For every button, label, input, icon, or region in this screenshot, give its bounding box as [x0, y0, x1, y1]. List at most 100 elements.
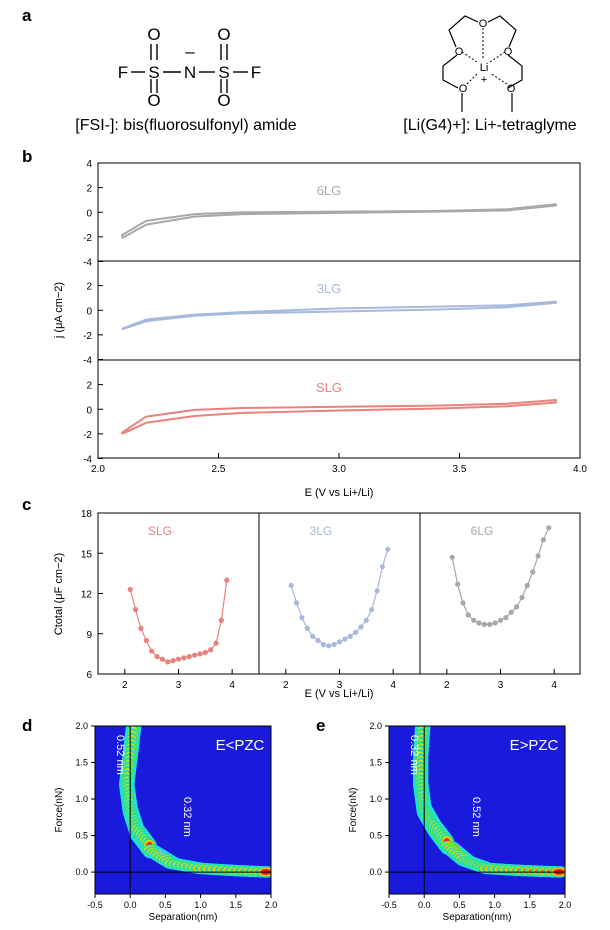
cv-ytick-label: -2	[83, 233, 92, 244]
cap-point	[138, 625, 144, 632]
cap-point	[540, 537, 547, 543]
afm-xtick-label: 1.0	[488, 900, 501, 910]
panel-c: c 18 15 12 9 6 2 3 4 2 3 4 2 3 4 SLG 3LG 6LG Ctotal (μF…	[22, 495, 581, 700]
cap-point	[218, 617, 224, 623]
cap-point	[315, 637, 321, 644]
panel-a-label: a	[22, 6, 32, 25]
cap-point	[154, 654, 160, 660]
lig4-o1: O	[479, 18, 488, 30]
fsi-caption: [FSI-]: bis(fluorosulfonyl) amide	[75, 117, 297, 134]
cap-point	[476, 620, 482, 626]
cap-point	[133, 607, 139, 613]
cap-point	[524, 582, 530, 589]
cap-xtick-label: 3	[337, 680, 343, 691]
afm-frame	[94, 725, 272, 895]
cv-ytick-label: -4	[83, 356, 92, 367]
panel-c-ylabel: Ctotal (μF cm−2)	[53, 553, 65, 635]
panel-a: a F S O O N – S O O F [FSI-]: bis(	[22, 6, 577, 134]
cv-curve-6lg	[121, 203, 557, 239]
cv-xtick-label: 3.0	[332, 464, 346, 475]
cap-point	[508, 609, 514, 615]
cv-xtick-label: 4.0	[573, 464, 587, 475]
cap-point	[181, 655, 187, 661]
cap-point	[546, 525, 552, 531]
cap-series-label: 6LG	[471, 524, 494, 538]
cap-point	[197, 651, 203, 657]
panel-b: b 420-2-420-2-420-2-42.0 2.5 3.0 3.5 4.0 6LG…	[22, 147, 587, 499]
cap-point	[326, 643, 332, 649]
cv-ytick-label: 4	[86, 159, 92, 170]
cv-series-label: SLG	[316, 380, 342, 395]
cap-point	[353, 629, 359, 636]
fsi-structure: F S O O N – S O O F	[118, 25, 261, 110]
cap-line-6lg	[451, 527, 550, 626]
cv-series-label: 3LG	[317, 281, 342, 296]
lig4-o5: O	[507, 83, 516, 95]
afm-xtick-label: 0.0	[418, 900, 431, 910]
panel-e: e -0.5 0.0 0.5 1.0 1.5 2.0 2.0 1.5 1.0 0.5 0.0 E>P…	[316, 716, 571, 923]
cap-ytick-label: 6	[86, 670, 92, 681]
cap-xtick-label: 4	[229, 680, 235, 691]
fsi-o-top-left: O	[147, 25, 160, 44]
cap-point	[514, 604, 520, 610]
afm-ytick-label: 0.0	[75, 867, 88, 877]
afm-ytick-label: 0.0	[369, 867, 382, 877]
afm-d-xlabel: Separation(nm)	[149, 912, 218, 923]
lig4-coordination	[461, 28, 508, 85]
cv-ytick-label: 0	[86, 306, 92, 317]
fsi-o-bottom-left: O	[147, 91, 160, 110]
cv-curve-3lg	[121, 300, 557, 331]
fsi-f-right: F	[251, 63, 261, 82]
afm-xtick-label: 0.0	[124, 900, 137, 910]
cap-xtick-label: 3	[498, 680, 504, 691]
cv-ytick-label: 0	[86, 405, 92, 416]
afm-ytick-label: 0.5	[75, 831, 88, 841]
cap-point	[331, 641, 337, 648]
cap-point	[369, 607, 375, 613]
cv-curves: 6LG 3LG SLG	[121, 183, 557, 435]
afm-e-annotation-2: 0.52 nm	[470, 797, 482, 837]
afm-e-axes: -0.5 0.0 0.5 1.0 1.5 2.0 2.0 1.5 1.0 0.5 0.0	[369, 721, 571, 910]
cap-point	[465, 612, 471, 618]
cap-xtick-label: 3	[176, 680, 182, 691]
cap-point	[304, 625, 310, 632]
afm-d-condition: E<PZC	[216, 737, 265, 754]
fsi-n: N	[184, 63, 196, 82]
afm-e-annotation-1: 0.32 nm	[408, 735, 420, 775]
cap-point	[530, 569, 536, 575]
cap-ytick-label: 12	[81, 590, 93, 601]
cap-point	[385, 546, 391, 552]
afm-xtick-label: -0.5	[87, 900, 103, 910]
afm-e-condition: E>PZC	[510, 737, 559, 754]
panel-d-label: d	[22, 716, 32, 735]
cv-ytick-label: 2	[86, 381, 92, 392]
afm-d-axes: -0.5 0.0 0.5 1.0 1.5 2.0 2.0 1.5 1.0 0.5 0.0	[75, 721, 277, 910]
cap-point	[497, 617, 504, 623]
cap-xtick-label: 2	[444, 680, 450, 691]
cap-point	[535, 553, 541, 559]
cv-xtick-label: 3.5	[453, 464, 467, 475]
cap-point	[471, 617, 477, 623]
afm-xtick-label: 0.5	[453, 900, 466, 910]
cap-point	[175, 656, 182, 662]
afm-xtick-label: 2.0	[265, 900, 278, 910]
cap-point	[374, 588, 380, 594]
cap-xtick-label: 4	[390, 680, 396, 691]
lig4-structure: O O O O O Li +	[442, 15, 523, 112]
cap-point	[299, 615, 305, 621]
cv-xtick-label: 2.0	[91, 464, 105, 475]
cap-ytick-label: 15	[81, 549, 93, 560]
cap-point	[127, 586, 133, 593]
afm-ytick-label: 1.0	[369, 794, 382, 804]
cap-point	[310, 633, 316, 640]
panel-c-xlabel: E (V vs Li+/Li)	[305, 688, 374, 700]
afm-xtick-label: 0.5	[159, 900, 172, 910]
afm-frame	[388, 725, 566, 895]
lig4-charge: +	[481, 74, 487, 86]
cap-point	[165, 659, 171, 665]
cv-ytick-label: -2	[83, 430, 92, 441]
cap-point	[379, 564, 385, 570]
cv-axes: 420-2-420-2-420-2-42.0 2.5 3.0 3.5 4.0	[83, 159, 587, 475]
afm-d-annotation-2: 0.32 nm	[181, 797, 193, 837]
panel-b-ylabel: j (μA cm−2)	[53, 282, 65, 339]
